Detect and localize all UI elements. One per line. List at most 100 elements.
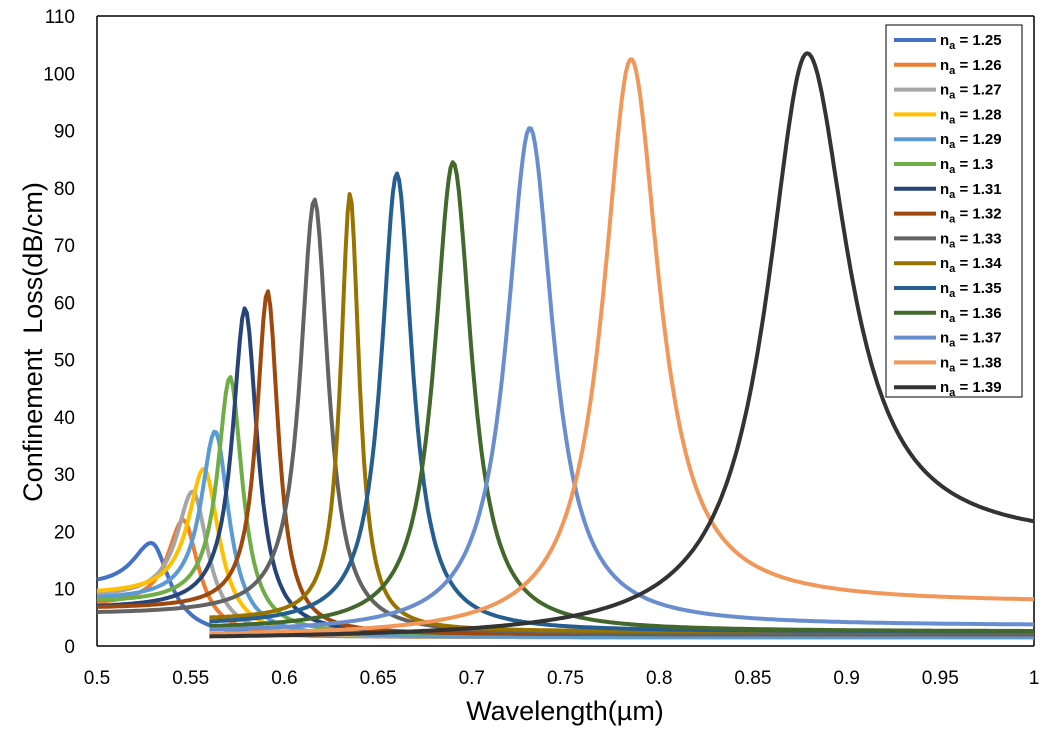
legend-label-prefix: n (940, 181, 949, 198)
legend-label: na = 1.29 (940, 131, 1002, 151)
legend-label: na = 1.37 (940, 330, 1002, 350)
legend-label-prefix: n (940, 106, 949, 123)
legend-label-subscript: a (949, 139, 956, 151)
legend-label-value: = 1.37 (955, 330, 1001, 347)
legend-label-prefix: n (940, 156, 949, 173)
legend-label-subscript: a (949, 65, 956, 77)
legend-item: na = 1.39 (894, 379, 1002, 399)
y-tick-label: 70 (54, 236, 75, 257)
legend-label-prefix: n (940, 57, 949, 74)
legend-label: na = 1.25 (940, 32, 1002, 52)
series-line-14 (209, 57, 1035, 636)
x-tick-label: 1 (1029, 668, 1040, 689)
legend-label-value: = 1.29 (955, 131, 1001, 148)
series-line-13 (209, 126, 1034, 632)
legend-label: na = 1.33 (940, 230, 1002, 250)
legend-label-value: = 1.36 (955, 305, 1001, 322)
legend-item: na = 1.34 (894, 255, 1002, 275)
x-tick-label: 0.75 (547, 668, 584, 689)
x-tick-label: 0.6 (271, 668, 297, 689)
legend-label-prefix: n (940, 206, 949, 223)
legend-item: na = 1.33 (894, 230, 1002, 250)
legend-item: na = 1.38 (894, 354, 1002, 374)
y-tick-label: 100 (43, 64, 75, 85)
legend-label-subscript: a (949, 189, 956, 201)
legend-item: na = 1.31 (894, 181, 1002, 201)
x-tick-label: 0.7 (459, 668, 485, 689)
y-tick-label: 30 (54, 465, 75, 486)
legend-item: na = 1.26 (894, 57, 1002, 77)
series-line-15 (209, 51, 1035, 639)
legend-label: na = 1.3 (940, 156, 993, 176)
legend-label-value: = 1.26 (955, 57, 1001, 74)
legend-item: na = 1.29 (894, 131, 1002, 151)
legend-label: na = 1.31 (940, 181, 1002, 201)
y-axis-title: Confinement Loss(dB/cm) (18, 182, 48, 502)
legend-item: na = 1.27 (894, 82, 1002, 102)
series-group (96, 51, 1035, 640)
x-axis-title: Wavelength(µm) (466, 696, 664, 726)
legend-label-prefix: n (940, 82, 949, 99)
legend-label-subscript: a (949, 114, 956, 126)
plot-area (96, 15, 1035, 647)
legend-label: na = 1.36 (940, 305, 1002, 325)
legend-label-value: = 1.34 (955, 255, 1002, 272)
legend-label-prefix: n (940, 230, 949, 247)
legend-label-subscript: a (949, 214, 956, 226)
x-tick-label: 0.85 (734, 668, 771, 689)
legend-item: na = 1.36 (894, 305, 1002, 325)
legend-label-subscript: a (949, 263, 956, 275)
legend-item: na = 1.28 (894, 106, 1002, 126)
legend-label: na = 1.38 (940, 354, 1002, 374)
legend-label-subscript: a (949, 164, 956, 176)
x-tick-label: 0.95 (922, 668, 959, 689)
legend-label-subscript: a (949, 313, 956, 325)
legend-label-prefix: n (940, 32, 949, 49)
legend-label-value: = 1.38 (955, 354, 1001, 371)
legend-label-subscript: a (949, 338, 956, 350)
legend-label-subscript: a (949, 362, 956, 374)
x-tick-label: 0.9 (833, 668, 859, 689)
legend-label-subscript: a (949, 238, 956, 250)
legend-label-value: = 1.31 (955, 181, 1001, 198)
legend-label-prefix: n (940, 255, 949, 272)
legend-label-subscript: a (949, 288, 956, 300)
y-tick-label: 10 (54, 580, 75, 601)
legend-label-value: = 1.25 (955, 32, 1001, 49)
legend-label-prefix: n (940, 330, 949, 347)
y-tick-label: 0 (64, 637, 75, 658)
legend-label-value: = 1.32 (955, 206, 1001, 223)
legend-label-subscript: a (949, 40, 956, 52)
x-tick-label: 0.65 (360, 668, 397, 689)
y-tick-label: 80 (54, 179, 75, 200)
x-tick-label: 0.5 (84, 668, 110, 689)
x-tick-label: 0.8 (646, 668, 672, 689)
y-tick-label: 110 (45, 7, 75, 28)
legend-label-prefix: n (940, 305, 949, 322)
legend-label-value: = 1.28 (955, 106, 1001, 123)
y-tick-label: 50 (54, 351, 75, 372)
legend-label-prefix: n (940, 379, 949, 396)
legend-label-value: = 1.27 (955, 82, 1001, 99)
legend-item: na = 1.25 (894, 32, 1002, 52)
legend-box (885, 24, 1023, 398)
legend-label-prefix: n (940, 131, 949, 148)
legend-label: na = 1.34 (940, 255, 1002, 275)
legend-item: na = 1.3 (894, 156, 993, 176)
legend-label: na = 1.39 (940, 379, 1002, 399)
series-line-9 (97, 197, 1034, 637)
legend-label-prefix: n (940, 280, 949, 297)
legend-label-subscript: a (949, 387, 956, 399)
legend-label: na = 1.32 (940, 206, 1002, 226)
legend-label-value: = 1.39 (955, 379, 1001, 396)
legend-label: na = 1.28 (940, 106, 1002, 126)
y-tick-label: 90 (54, 122, 75, 143)
legend-label-subscript: a (949, 90, 956, 102)
legend-label: na = 1.35 (940, 280, 1002, 300)
legend-label-value: = 1.33 (955, 230, 1001, 247)
legend-item: na = 1.37 (894, 330, 1002, 350)
